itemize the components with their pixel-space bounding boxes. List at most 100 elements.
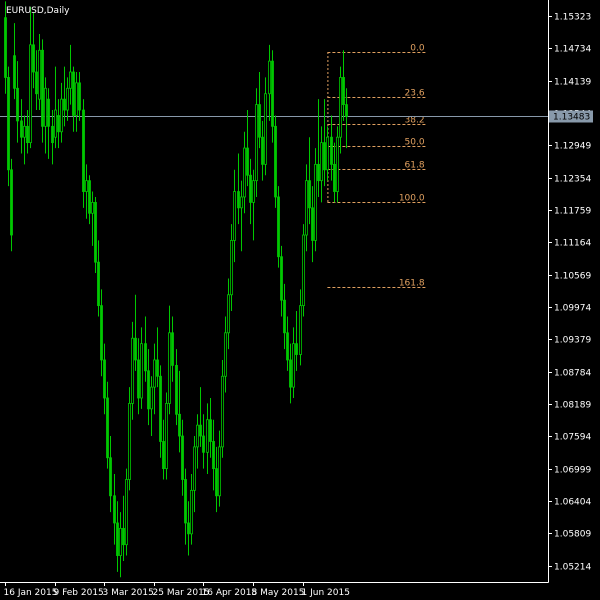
candle xyxy=(202,414,205,469)
candle xyxy=(7,66,10,187)
candle-body-bear xyxy=(20,120,23,138)
fib-level-label: 161.8 xyxy=(399,279,425,289)
price-tick-label: 1.11759 xyxy=(554,207,591,217)
candle xyxy=(237,153,240,225)
candle xyxy=(103,343,106,415)
candle xyxy=(209,397,212,458)
candle xyxy=(23,115,26,165)
candle xyxy=(57,99,60,149)
candle xyxy=(106,381,109,469)
candle xyxy=(308,137,311,225)
candle-body-bear xyxy=(100,305,103,361)
candle xyxy=(233,169,236,263)
candle-body-bull xyxy=(320,142,323,182)
current-price-value: 1.13483 xyxy=(553,113,590,123)
candle xyxy=(26,110,29,154)
candle xyxy=(323,99,326,187)
candle xyxy=(85,164,88,219)
candle-body-bear xyxy=(323,142,326,171)
candle-body-bull xyxy=(230,240,233,296)
candle xyxy=(63,66,66,127)
candle xyxy=(339,66,342,154)
candle-body-bear xyxy=(175,364,178,415)
candle-body-bull xyxy=(119,527,122,556)
candle-body-bear xyxy=(134,337,137,361)
candle xyxy=(91,191,94,246)
candle-body-bull xyxy=(336,136,339,192)
price-tick-label: 1.07594 xyxy=(554,433,591,443)
candle xyxy=(271,50,274,143)
candle-body-bear xyxy=(295,343,298,355)
candle-body-bull xyxy=(91,201,94,214)
candle-body-bull xyxy=(243,147,246,198)
candle-body-bear xyxy=(16,87,19,122)
candle-body-bull xyxy=(29,44,32,144)
candle-body-bull xyxy=(165,403,168,470)
candle-body-bull xyxy=(339,77,342,138)
candle xyxy=(181,419,184,496)
candle xyxy=(199,387,202,447)
candle xyxy=(100,289,103,377)
candle-body-bear xyxy=(199,424,202,437)
date-tick-label: 8 May 2015 xyxy=(252,588,305,598)
candle-body-bear xyxy=(116,522,119,556)
candle xyxy=(171,316,174,382)
candle-body-bull xyxy=(240,196,243,209)
candles xyxy=(4,1,348,578)
fib-level-label: 61.8 xyxy=(405,161,425,171)
candle-body-bull xyxy=(54,109,57,138)
candle-body-bear xyxy=(311,207,314,241)
candle-body-bull xyxy=(305,180,308,236)
chart-title: EURUSD,Daily xyxy=(6,6,70,16)
candle-body-bear xyxy=(212,441,215,470)
candle-body-bear xyxy=(47,98,50,127)
candle xyxy=(144,316,147,382)
candle xyxy=(292,327,295,398)
candle xyxy=(212,419,215,491)
candle xyxy=(314,148,317,252)
candle xyxy=(147,349,150,426)
candle-body-bear xyxy=(317,163,320,182)
candle xyxy=(178,370,181,453)
price-tick-label: 1.09974 xyxy=(554,304,591,314)
candle xyxy=(116,501,119,572)
fib-level-label: 100.0 xyxy=(399,194,425,204)
candle-body-bear xyxy=(249,174,252,203)
candle-body-bear xyxy=(187,522,190,535)
candle-body-bear xyxy=(106,397,109,459)
candle xyxy=(60,82,63,143)
candle-body-bear xyxy=(63,98,66,111)
candle xyxy=(128,387,131,491)
candle-body-bear xyxy=(181,435,184,480)
price-tick-label: 1.15323 xyxy=(554,13,591,23)
candle xyxy=(326,126,329,181)
candle-body-bull xyxy=(196,424,199,448)
candle-body-bear xyxy=(171,332,174,366)
candle xyxy=(187,501,190,556)
candle-body-bear xyxy=(308,180,311,209)
candle-body-bear xyxy=(289,359,292,388)
candle xyxy=(97,240,100,317)
candle-body-bear xyxy=(261,136,264,165)
candle-body-bear xyxy=(274,125,277,198)
candle xyxy=(69,44,72,105)
candle xyxy=(206,403,209,475)
price-tick-label: 1.06999 xyxy=(554,466,591,476)
candle xyxy=(4,1,7,94)
candle xyxy=(302,224,305,317)
candle xyxy=(342,50,345,121)
candle xyxy=(51,110,54,165)
price-tick-label: 1.08189 xyxy=(554,401,591,411)
candle-body-bull xyxy=(140,343,143,399)
candle-body-bull xyxy=(326,136,329,171)
candle xyxy=(29,6,32,149)
candle xyxy=(72,66,75,132)
candle xyxy=(75,72,78,132)
candle-body-bull xyxy=(233,191,236,241)
candle-body-bear xyxy=(178,413,181,437)
candle xyxy=(175,349,178,426)
candle xyxy=(277,186,280,268)
candle-body-bear xyxy=(144,343,147,372)
candle xyxy=(295,311,298,371)
candle-body-bear xyxy=(113,495,116,524)
